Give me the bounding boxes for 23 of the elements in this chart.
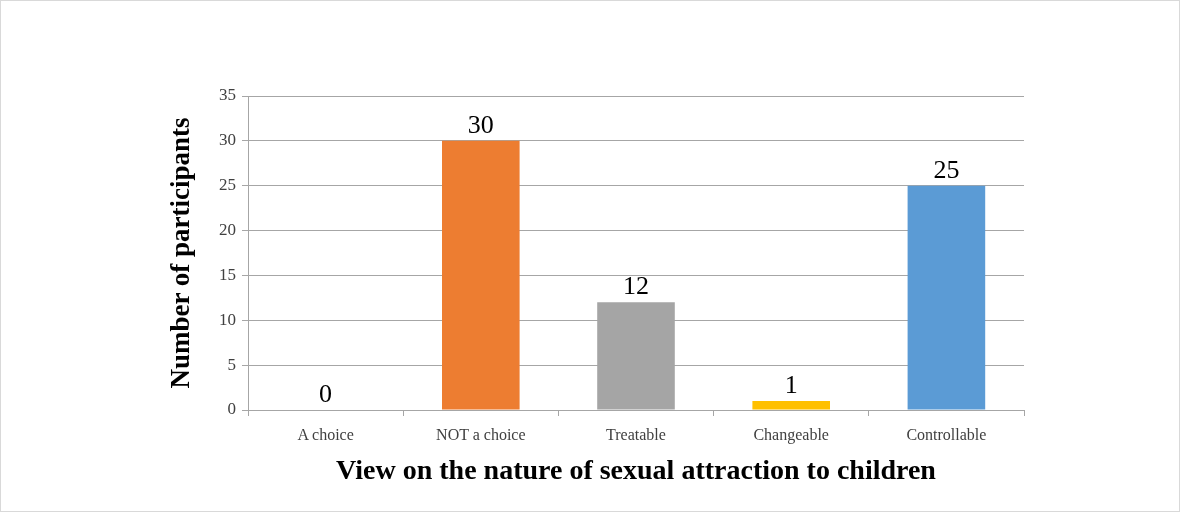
- x-tick-label: A choice: [297, 425, 354, 443]
- x-axis-title: View on the nature of sexual attraction to children: [336, 454, 937, 486]
- bar: [907, 185, 986, 410]
- data-label: 25: [933, 154, 960, 184]
- x-tick-label: Controllable: [906, 425, 987, 443]
- y-tick-label: 5: [227, 354, 236, 374]
- y-axis-title: Number of participants: [165, 117, 196, 389]
- data-label: 1: [784, 369, 798, 399]
- data-label: 30: [467, 109, 494, 139]
- y-tick-label: 15: [219, 264, 236, 284]
- x-tick-label: Treatable: [606, 425, 666, 443]
- x-tick-label: NOT a choice: [436, 425, 526, 443]
- y-tick-label: 25: [219, 175, 236, 195]
- data-label: 0: [319, 378, 333, 408]
- y-tick-label: 20: [219, 220, 236, 240]
- y-tick-label: 30: [219, 130, 236, 150]
- y-tick-label: 0: [227, 399, 236, 419]
- x-tick-label: Changeable: [753, 425, 829, 444]
- data-label: 12: [623, 271, 649, 301]
- y-tick-label: 10: [219, 309, 236, 329]
- bar: [442, 140, 520, 410]
- y-tick-label: 35: [219, 85, 236, 105]
- bar: [752, 401, 830, 410]
